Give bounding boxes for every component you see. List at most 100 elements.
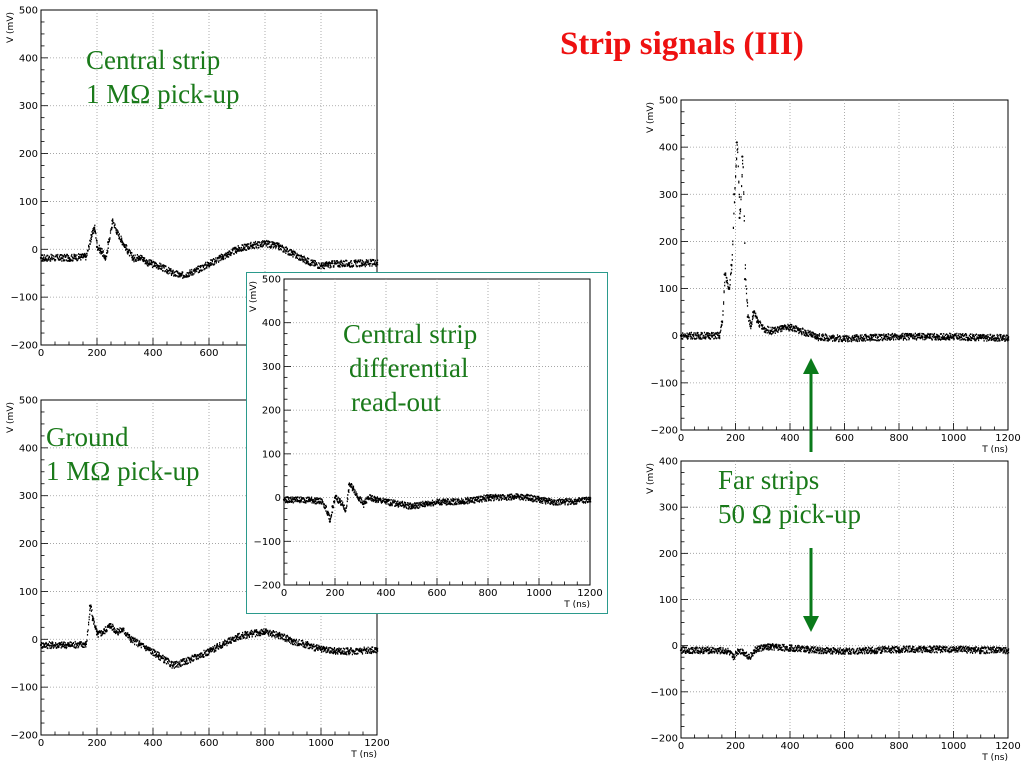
data-point xyxy=(67,256,71,259)
x-tick-label: 200 xyxy=(726,741,745,752)
y-tick-label: 200 xyxy=(262,406,281,417)
y-tick-label: 200 xyxy=(19,539,38,550)
y-tick-label: 300 xyxy=(659,503,678,514)
chart-far-strips-lower: 0 200 400 600 800 1000 1200 −200 −100 0 100 200 300 4… xyxy=(646,457,1021,764)
data-point xyxy=(104,257,107,260)
data-point xyxy=(137,642,141,646)
data-point xyxy=(448,500,451,504)
data-point xyxy=(100,250,103,253)
data-point xyxy=(132,257,135,260)
y-tick-label: 400 xyxy=(19,53,38,64)
data-point xyxy=(788,646,792,650)
x-tick-label: 0 xyxy=(38,348,44,359)
data-point xyxy=(742,651,745,654)
data-point xyxy=(723,273,726,276)
annotation-line: Ground xyxy=(46,422,129,452)
differential-plot-canvas: 0 200 400 600 800 1000 1200 −200 −100 0 100 200 300 4… xyxy=(249,275,603,611)
x-axis-title: T (ns) xyxy=(981,445,1008,455)
data-point xyxy=(769,329,773,333)
data-point xyxy=(952,648,955,651)
y-tick-label: 300 xyxy=(262,362,281,373)
x-tick-label: 600 xyxy=(199,738,218,749)
data-point xyxy=(733,193,736,196)
x-tick-label: 1200 xyxy=(364,738,389,749)
data-point xyxy=(115,231,118,234)
data-point xyxy=(291,252,295,256)
x-tick-label: 400 xyxy=(780,741,799,752)
data-point xyxy=(333,650,337,653)
data-point xyxy=(93,226,96,229)
data-point xyxy=(375,648,379,651)
y-tick-label: −200 xyxy=(254,581,281,592)
data-point xyxy=(979,649,982,652)
x-tick-label: 1000 xyxy=(308,738,333,749)
data-point xyxy=(730,263,733,267)
annotation-line: Central strip xyxy=(343,319,478,349)
y-tick-label: 500 xyxy=(659,96,678,107)
data-point xyxy=(235,635,239,638)
data-point xyxy=(129,638,132,641)
data-point xyxy=(761,327,764,330)
data-point xyxy=(748,656,751,659)
data-point xyxy=(737,649,740,652)
data-point xyxy=(91,619,94,622)
data-point xyxy=(870,649,873,652)
data-point xyxy=(397,503,400,506)
data-point xyxy=(111,219,114,222)
y-tick-label: 300 xyxy=(19,491,38,502)
y-tick-label: 100 xyxy=(262,449,281,460)
data-point xyxy=(537,498,541,501)
y-axis-title: V (mV) xyxy=(249,281,259,312)
data-point xyxy=(351,487,354,490)
differential-plot-frame xyxy=(246,272,608,614)
y-axis-title: V (mV) xyxy=(646,463,656,494)
data-point xyxy=(84,255,87,258)
data-point xyxy=(291,640,295,643)
data-point xyxy=(146,647,149,650)
signal-trace xyxy=(679,141,1010,343)
data-point xyxy=(39,643,43,647)
y-tick-label: 400 xyxy=(262,318,281,329)
y-axis-title: V (mV) xyxy=(6,12,16,43)
data-point xyxy=(816,336,819,339)
ground-annotation: Ground 1 MΩ pick-up xyxy=(46,421,200,489)
x-tick-label: 400 xyxy=(780,433,799,444)
x-tick-label: 600 xyxy=(199,348,218,359)
data-point xyxy=(743,278,747,281)
x-tick-label: 800 xyxy=(889,741,908,752)
down-arrow-icon xyxy=(803,548,819,632)
data-point xyxy=(249,632,253,635)
x-tick-label: 1200 xyxy=(995,433,1020,444)
x-tick-label: 0 xyxy=(678,741,684,752)
x-tick-label: 1000 xyxy=(941,741,966,752)
y-tick-label: 300 xyxy=(19,101,38,112)
data-point xyxy=(707,334,710,337)
y-tick-label: 0 xyxy=(32,635,38,646)
data-point xyxy=(326,511,329,514)
data-point xyxy=(126,250,129,253)
data-point xyxy=(435,500,439,504)
data-point xyxy=(95,633,99,636)
x-tick-label: 0 xyxy=(38,738,44,749)
data-point xyxy=(726,650,729,653)
data-point xyxy=(718,334,721,337)
data-point xyxy=(367,496,370,499)
data-point xyxy=(423,503,426,506)
data-point xyxy=(84,642,87,646)
y-tick-label: −100 xyxy=(11,293,38,304)
x-tick-label: 1000 xyxy=(526,588,551,599)
x-tick-label: 400 xyxy=(376,588,395,599)
y-tick-label: −200 xyxy=(651,426,678,437)
data-point xyxy=(746,315,749,318)
data-point xyxy=(679,334,683,337)
data-point xyxy=(952,335,955,338)
x-tick-label: 200 xyxy=(87,348,106,359)
data-point xyxy=(843,650,846,653)
x-tick-label: 0 xyxy=(678,433,684,444)
data-point xyxy=(157,654,160,658)
y-tick-label: −100 xyxy=(254,537,281,548)
signal-trace xyxy=(282,482,592,523)
data-point xyxy=(328,520,331,523)
data-point xyxy=(925,648,928,651)
data-point xyxy=(797,328,800,332)
